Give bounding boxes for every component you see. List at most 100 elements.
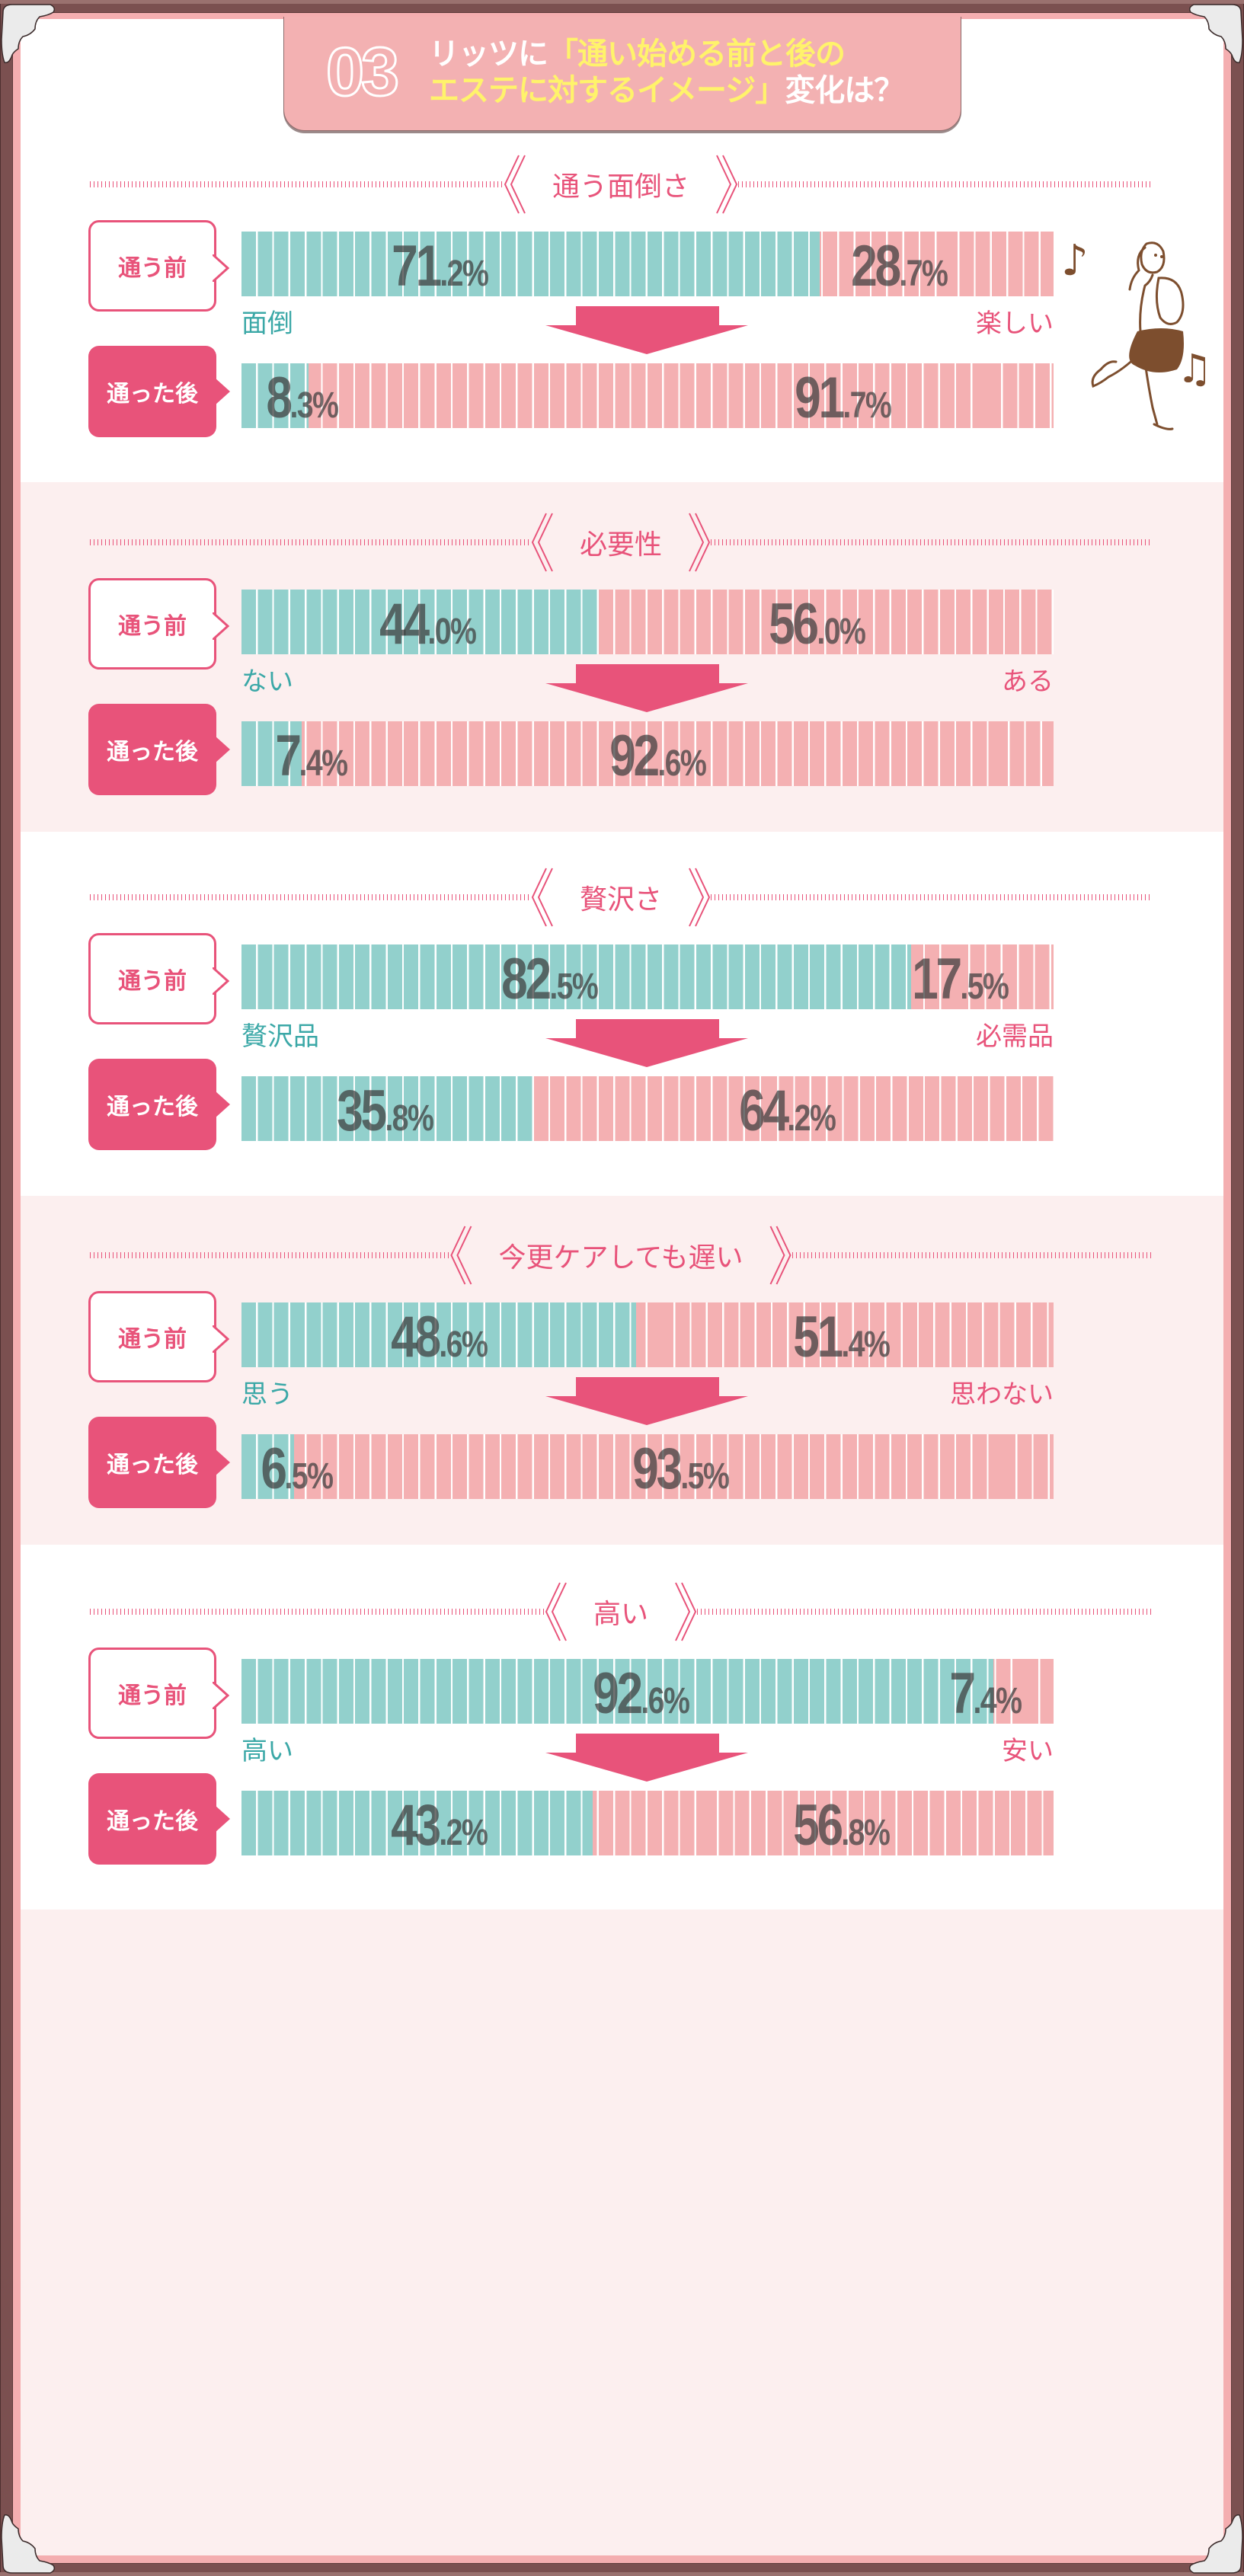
before-label-text: 通う前: [118, 613, 187, 640]
axis-label-right: 思わない: [950, 1379, 1054, 1410]
before-label-text: 通う前: [118, 968, 187, 995]
heading-title-group: 今更ケアしても遅い: [446, 1225, 795, 1286]
value-integer: 43: [391, 1793, 441, 1858]
divider-left: [90, 1252, 450, 1258]
pointer-right-icon: [213, 612, 229, 640]
value-before-left: 44.0%: [369, 594, 485, 671]
pointer-right-icon: [215, 1805, 230, 1833]
bar-before-right-segment: [993, 1659, 1054, 1724]
pointer-right-icon: [213, 1682, 229, 1709]
axis-label-right: 楽しい: [976, 308, 1054, 339]
double-chevron-right-icon: [716, 155, 738, 214]
pointer-right-icon: [215, 736, 230, 763]
value-after-left: 7.4%: [270, 726, 358, 803]
value-after-right: 56.8%: [782, 1795, 899, 1872]
value-integer: 7: [949, 1661, 976, 1726]
after-label-text: 通った後: [107, 1808, 198, 1835]
double-chevron-right-icon: [689, 868, 711, 927]
bar-after: 43.2% 56.8%: [241, 1791, 1054, 1856]
after-label-text: 通った後: [107, 381, 198, 407]
corner-ornament-bottom-left: [0, 2511, 61, 2576]
value-decimal: .5%: [548, 967, 599, 1007]
axis-label-right: 必需品: [976, 1021, 1054, 1052]
before-label: 通う前: [88, 578, 229, 670]
bar-before-right-segment: [911, 944, 1054, 1009]
value-decimal: .6%: [657, 743, 707, 784]
bar-after-left-segment: [241, 1791, 593, 1855]
value-decimal: .2%: [438, 1813, 488, 1853]
bar-after-left-segment: [241, 721, 302, 786]
double-chevron-left-icon: [450, 1226, 472, 1285]
after-label: 通った後: [88, 1773, 230, 1865]
value-before-right: 51.4%: [782, 1307, 899, 1384]
pointer-right-icon: [213, 1325, 229, 1353]
corner-ornament-top-right: [1183, 2, 1244, 66]
value-integer: 91: [795, 366, 845, 430]
corner-ornament-top-left: [0, 2, 61, 66]
value-integer: 8: [266, 366, 293, 430]
value-integer: 64: [739, 1079, 789, 1143]
bar-after-right-segment: [309, 363, 1054, 428]
section-heading-text: 贅沢さ: [579, 884, 663, 916]
double-chevron-left-icon: [531, 868, 553, 927]
bar-after-left-segment: [241, 1434, 294, 1499]
value-after-right: 92.6%: [599, 726, 715, 803]
value-integer: 17: [912, 947, 962, 1012]
bar-after-right-segment: [302, 721, 1054, 786]
double-chevron-left-icon: [531, 513, 553, 572]
value-after-left: 43.2%: [380, 1795, 497, 1872]
axis-label-right: ある: [1002, 666, 1054, 697]
value-before-right: 17.5%: [901, 949, 1018, 1026]
bar-before-left-segment: [241, 1659, 993, 1724]
after-label: 通った後: [88, 1417, 230, 1508]
value-integer: 28: [851, 234, 901, 299]
bar-before-right-segment: [636, 1302, 1054, 1367]
axis-label-left: 高い: [241, 1736, 293, 1766]
divider-left: [90, 894, 531, 900]
value-decimal: .4%: [840, 1325, 891, 1365]
before-label: 通う前: [88, 933, 229, 1024]
after-label-text: 通った後: [107, 1452, 198, 1478]
value-after-left: 8.3%: [261, 368, 349, 445]
value-integer: 56: [793, 1793, 843, 1858]
heading-title-group: 贅沢さ: [528, 867, 714, 928]
title-line-1: リッツに「通い始める前と後の: [429, 37, 846, 72]
arrow-down-icon: [545, 664, 748, 712]
divider-right: [711, 539, 1152, 545]
heading-title-group: 必要性: [528, 512, 714, 573]
title-number: 03: [325, 34, 400, 110]
divider-left: [90, 539, 531, 545]
value-decimal: .6%: [640, 1681, 690, 1721]
axis-label-right: 安い: [1002, 1736, 1054, 1766]
divider-right: [697, 1609, 1152, 1615]
double-chevron-right-icon: [675, 1582, 697, 1641]
value-decimal: .0%: [427, 612, 477, 652]
bar-before-right-segment: [599, 590, 1054, 654]
double-chevron-left-icon: [545, 1582, 567, 1641]
value-integer: 82: [501, 947, 552, 1012]
value-before-left: 71.2%: [381, 236, 497, 313]
value-after-left: 6.5%: [256, 1439, 344, 1516]
section-heading-text: 高い: [593, 1599, 649, 1630]
axis-label-left: 思う: [241, 1379, 293, 1410]
value-integer: 51: [793, 1305, 843, 1369]
arrow-down-icon: [545, 1377, 748, 1425]
value-integer: 44: [379, 592, 430, 657]
axis-label-left: 面倒: [241, 308, 293, 339]
divider-right: [791, 1252, 1152, 1258]
section-heading: 贅沢さ: [90, 868, 1152, 927]
section-heading: 高い: [90, 1582, 1152, 1641]
value-integer: 71: [392, 234, 442, 299]
comparison-section-4: 今更ケアしても遅い 通う前 48.6% 51.4% 思う 思わない: [0, 1226, 1244, 1508]
section-heading: 今更ケアしても遅い: [90, 1226, 1152, 1285]
pointer-right-icon: [213, 967, 229, 995]
value-after-right: 64.2%: [728, 1081, 845, 1158]
pointer-right-icon: [215, 1449, 230, 1476]
before-label: 通う前: [88, 1648, 229, 1739]
value-integer: 6: [261, 1437, 287, 1501]
bar-before: 82.5% 17.5%: [241, 944, 1054, 1012]
title-line1-highlight: 「通い始める前と後の: [548, 37, 846, 72]
value-decimal: .2%: [439, 254, 489, 294]
divider-right: [711, 894, 1152, 900]
bar-after: 35.8% 64.2%: [241, 1076, 1054, 1142]
